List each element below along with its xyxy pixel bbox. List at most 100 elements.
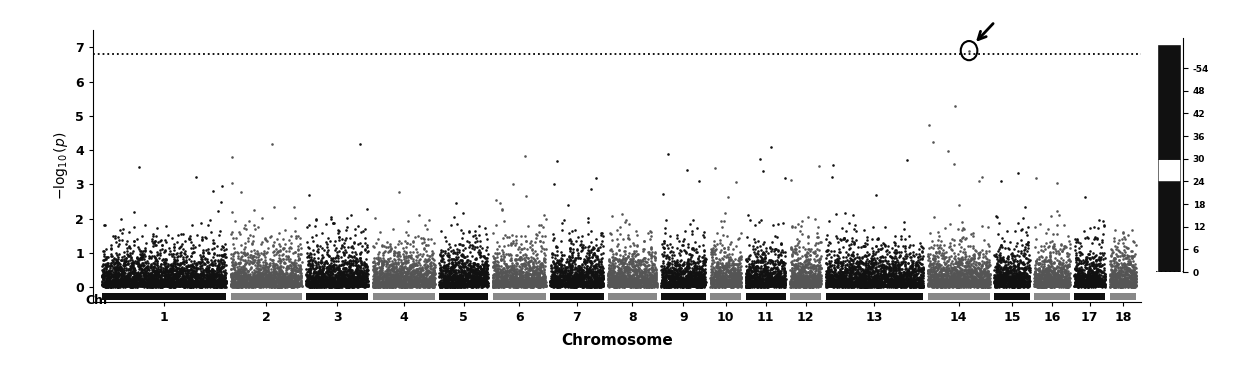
Point <box>1073 260 1092 266</box>
Point <box>264 263 284 269</box>
Point <box>775 276 795 282</box>
Point <box>281 281 301 287</box>
Point <box>609 265 629 271</box>
Point <box>1034 280 1054 286</box>
Point <box>1074 276 1094 282</box>
Point <box>985 282 1004 288</box>
Point <box>821 248 841 254</box>
Point <box>1090 240 1110 246</box>
Point <box>939 281 959 287</box>
Point <box>766 265 786 271</box>
Point <box>1125 280 1145 286</box>
Point <box>692 277 712 284</box>
Point <box>609 271 629 277</box>
Point <box>520 283 539 289</box>
Point <box>419 277 439 283</box>
Point <box>717 254 737 260</box>
Point <box>409 282 429 288</box>
Point <box>714 281 734 287</box>
Point <box>167 250 187 256</box>
Point <box>1045 276 1065 282</box>
Point <box>283 279 303 285</box>
Point <box>771 257 791 263</box>
Point <box>972 284 992 290</box>
Point <box>143 265 162 271</box>
Point <box>1050 274 1070 280</box>
Point <box>904 268 924 274</box>
Point <box>141 284 161 290</box>
Point <box>542 282 562 288</box>
Point <box>528 282 548 288</box>
Point <box>547 275 567 281</box>
Point <box>1104 283 1123 289</box>
Point <box>259 234 279 240</box>
Point <box>868 235 888 241</box>
Point <box>1101 282 1121 288</box>
Point <box>315 277 335 283</box>
Point <box>846 228 866 234</box>
Point <box>263 272 283 278</box>
Point <box>268 263 288 270</box>
Point <box>445 276 465 282</box>
Point <box>878 276 898 282</box>
Point <box>918 270 937 276</box>
Point <box>683 279 703 285</box>
Point <box>727 276 746 282</box>
Point <box>704 276 724 282</box>
Point <box>991 273 1011 279</box>
Point <box>794 268 813 274</box>
Point <box>365 275 384 281</box>
Point <box>157 281 177 287</box>
Point <box>465 284 485 290</box>
Point <box>1056 273 1076 279</box>
Point <box>93 271 113 277</box>
Point <box>321 281 341 287</box>
Point <box>1101 277 1121 283</box>
Point <box>1040 257 1060 263</box>
Point <box>993 271 1013 277</box>
Point <box>109 260 129 266</box>
Point <box>932 275 952 281</box>
Point <box>246 254 265 260</box>
Point <box>729 273 749 279</box>
Point <box>192 271 212 277</box>
Point <box>622 273 642 279</box>
Point <box>250 280 270 286</box>
Point <box>946 274 966 280</box>
Point <box>327 284 347 290</box>
Point <box>839 272 859 278</box>
Point <box>931 279 951 285</box>
Point <box>1102 271 1122 277</box>
Point <box>175 279 195 285</box>
Point <box>980 281 999 287</box>
Point <box>821 254 841 260</box>
Point <box>227 271 247 277</box>
Point <box>346 282 366 288</box>
Point <box>748 281 768 287</box>
Point <box>517 271 537 277</box>
Point <box>1038 275 1058 281</box>
Point <box>898 279 918 285</box>
Point <box>1095 281 1115 287</box>
Point <box>1054 222 1074 228</box>
Point <box>98 282 118 288</box>
Point <box>273 281 293 287</box>
Point <box>713 274 733 280</box>
Point <box>252 256 272 262</box>
Point <box>496 274 516 280</box>
Point <box>298 272 317 278</box>
Point <box>632 273 652 279</box>
Point <box>603 282 622 288</box>
Point <box>215 252 234 258</box>
Point <box>466 267 486 273</box>
Point <box>477 258 497 264</box>
Point <box>441 275 461 281</box>
Point <box>926 275 946 281</box>
Point <box>967 280 987 286</box>
Point <box>801 282 821 288</box>
Point <box>673 280 693 286</box>
Point <box>139 277 159 284</box>
Point <box>570 277 590 283</box>
Point <box>286 283 306 289</box>
Point <box>440 276 460 282</box>
